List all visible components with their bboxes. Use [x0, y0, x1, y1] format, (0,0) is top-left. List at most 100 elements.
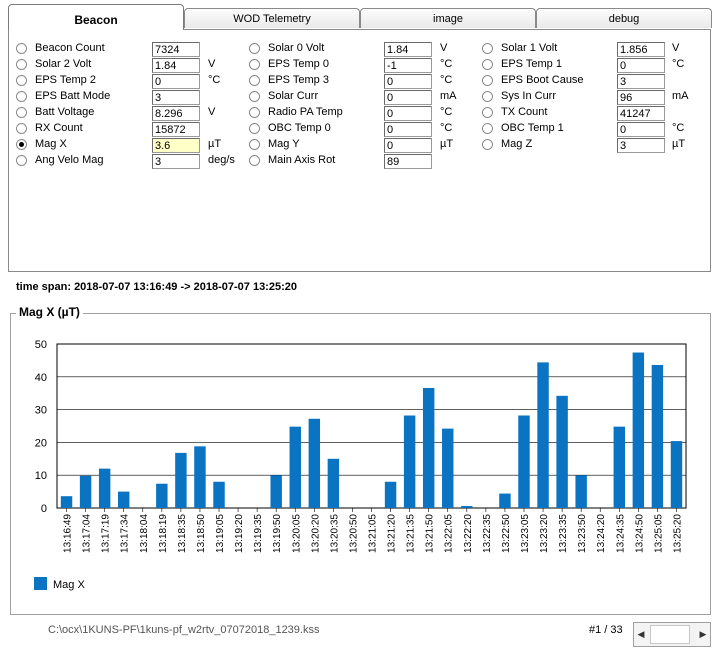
field-label[interactable]: Mag Y — [268, 138, 300, 150]
x-tick-label: 13:24:35 — [615, 514, 626, 553]
bar — [175, 452, 187, 508]
field-label[interactable]: Ang Velo Mag — [35, 154, 104, 166]
field-value: -1 — [384, 58, 432, 73]
tab-image[interactable]: image — [360, 8, 536, 28]
radio-button[interactable] — [482, 75, 493, 86]
radio-button[interactable] — [249, 43, 260, 54]
x-tick-label: 13:24:20 — [596, 514, 607, 553]
bar — [79, 475, 92, 508]
page-scrollbar[interactable]: ◀ ▶ — [633, 622, 711, 647]
file-path: C:\ocx\1KUNS-PF\1kuns-pf_w2rtv_07072018_… — [48, 624, 320, 636]
radio-button[interactable] — [16, 155, 27, 166]
x-tick-label: 13:21:20 — [387, 514, 398, 553]
scroll-thumb[interactable] — [650, 625, 690, 644]
field-label[interactable]: EPS Temp 3 — [268, 74, 329, 86]
radio-button[interactable] — [482, 91, 493, 102]
field-unit: deg/s — [208, 154, 235, 166]
bar — [270, 475, 282, 508]
radio-button[interactable] — [249, 139, 260, 150]
field-label[interactable]: RX Count — [35, 122, 83, 134]
x-tick-label: 13:18:19 — [158, 514, 169, 553]
field-label[interactable]: Solar 1 Volt — [501, 42, 558, 54]
radio-button[interactable] — [16, 123, 27, 134]
x-tick-label: 13:25:20 — [672, 514, 683, 553]
field-label[interactable]: OBC Temp 0 — [268, 122, 331, 134]
field-unit: µT — [208, 138, 222, 150]
radio-button[interactable] — [482, 59, 493, 70]
field-value: 0 — [152, 74, 200, 89]
tab-wod-telemetry[interactable]: WOD Telemetry — [184, 8, 360, 28]
radio-button[interactable] — [482, 43, 493, 54]
radio-button[interactable] — [249, 59, 260, 70]
field-label[interactable]: Beacon Count — [35, 42, 105, 54]
x-tick-label: 13:20:20 — [310, 514, 321, 553]
field-value: 0 — [384, 90, 432, 105]
field-label[interactable]: EPS Boot Cause — [501, 74, 584, 86]
radio-button[interactable] — [16, 91, 27, 102]
mag-x-bar-chart: 0 10 20 30 40 50 13:16:49 13:17:04 13:17:19 13:17… — [34, 339, 687, 591]
radio-button[interactable] — [482, 107, 493, 118]
bar — [98, 468, 111, 508]
field-unit: °C — [440, 106, 453, 118]
field-label[interactable]: EPS Temp 0 — [268, 58, 329, 70]
scroll-left-icon[interactable]: ◀ — [634, 623, 648, 646]
tab-beacon[interactable]: Beacon — [8, 4, 184, 30]
radio-button[interactable] — [16, 59, 27, 70]
field-label[interactable]: Sys In Curr — [501, 90, 557, 102]
chart-title: Mag X (µT) — [16, 305, 83, 319]
x-tick-label: 13:20:35 — [329, 514, 340, 553]
radio-button[interactable] — [482, 123, 493, 134]
field-value: 7324 — [152, 42, 200, 57]
radio-button[interactable] — [249, 155, 260, 166]
x-tick-label: 13:22:50 — [501, 514, 512, 553]
field-label[interactable]: OBC Temp 1 — [501, 122, 564, 134]
field-label[interactable]: Solar 2 Volt — [35, 58, 92, 70]
radio-button[interactable] — [16, 75, 27, 86]
field-unit: °C — [440, 74, 453, 86]
y-tick-label: 50 — [35, 339, 47, 351]
scroll-right-icon[interactable]: ▶ — [696, 623, 710, 646]
field-label[interactable]: Radio PA Temp — [268, 106, 343, 118]
field-value: 1.84 — [384, 42, 432, 57]
time-span: time span: 2018-07-07 13:16:49 -> 2018-0… — [16, 281, 297, 293]
radio-button[interactable] — [249, 107, 260, 118]
field-label[interactable]: Main Axis Rot — [268, 154, 336, 166]
radio-button[interactable] — [482, 139, 493, 150]
field-label[interactable]: Batt Voltage — [35, 106, 95, 118]
field-unit: °C — [440, 58, 453, 70]
radio-button[interactable] — [16, 107, 27, 118]
tab-debug[interactable]: debug — [536, 8, 712, 28]
x-tick-label: 13:21:35 — [406, 514, 417, 553]
y-tick-label: 20 — [35, 437, 47, 449]
field-value: 3 — [152, 154, 200, 169]
bar — [422, 387, 435, 508]
x-tick-label: 13:20:05 — [291, 514, 302, 553]
x-tick-label: 13:19:35 — [253, 514, 264, 553]
field-label[interactable]: EPS Batt Mode — [35, 90, 111, 102]
radio-button[interactable] — [16, 43, 27, 54]
field-label[interactable]: Solar Curr — [268, 90, 319, 102]
field-unit: V — [440, 42, 448, 54]
bar — [632, 352, 645, 508]
field-label[interactable]: Mag X — [35, 138, 67, 150]
x-tick-label: 13:21:05 — [368, 514, 379, 553]
radio-button[interactable] — [249, 75, 260, 86]
radio-button[interactable] — [16, 139, 27, 150]
bar — [518, 415, 530, 508]
x-tick-label: 13:22:05 — [444, 514, 455, 553]
radio-button[interactable] — [249, 91, 260, 102]
field-label[interactable]: Mag Z — [501, 138, 533, 150]
bar — [60, 496, 73, 508]
beacon-panel — [8, 29, 711, 272]
field-label[interactable]: TX Count — [501, 106, 548, 118]
field-value: 3 — [617, 138, 665, 153]
field-label[interactable]: Solar 0 Volt — [268, 42, 325, 54]
bar — [499, 493, 511, 508]
field-label[interactable]: EPS Temp 1 — [501, 58, 562, 70]
field-label[interactable]: EPS Temp 2 — [35, 74, 96, 86]
radio-button[interactable] — [249, 123, 260, 134]
x-tick-label: 13:18:04 — [139, 514, 150, 553]
field-value: 15872 — [152, 122, 200, 137]
x-tick-label: 13:25:05 — [653, 514, 664, 553]
field-unit: µT — [672, 138, 686, 150]
